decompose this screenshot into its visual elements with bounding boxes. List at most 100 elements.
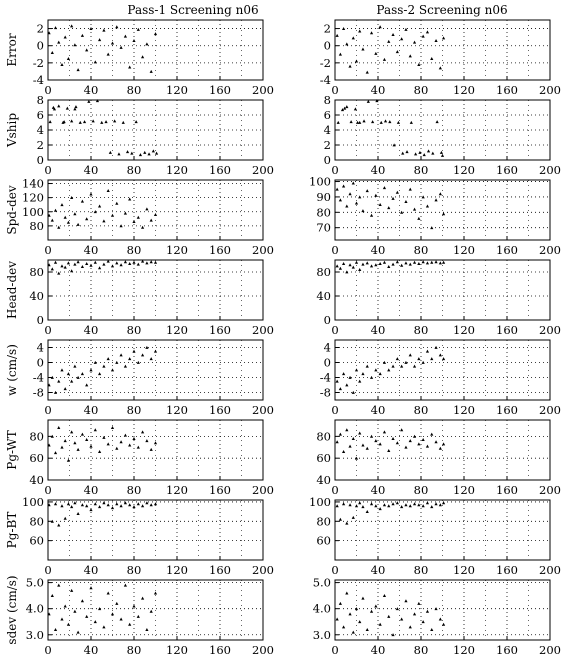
data-point xyxy=(431,151,435,155)
data-point xyxy=(400,37,404,41)
data-point xyxy=(102,435,106,439)
x-tick-label: 40 xyxy=(84,163,99,177)
data-point xyxy=(85,383,89,387)
data-point xyxy=(351,515,355,519)
data-point xyxy=(91,119,95,123)
y-axis-label: Vship xyxy=(5,113,19,148)
data-point xyxy=(369,434,374,438)
y-tick-label: 3.0 xyxy=(313,628,331,642)
data-point xyxy=(358,379,362,383)
data-point xyxy=(76,375,80,379)
y-tick-label: 60 xyxy=(316,451,331,465)
x-tick-label: 80 xyxy=(127,243,142,257)
data-point xyxy=(354,456,359,460)
data-point xyxy=(392,143,396,147)
panel-p2-sdev: 0 40 80 120 160 200 3.0 4.0 5.0 xyxy=(313,576,561,656)
data-point xyxy=(348,192,352,196)
plot-frame xyxy=(334,19,551,81)
data-point xyxy=(53,390,58,394)
data-point xyxy=(60,617,64,621)
y-tick-label: 120 xyxy=(22,191,44,205)
data-point xyxy=(128,357,132,361)
data-point xyxy=(119,224,123,228)
data-point xyxy=(57,426,61,430)
data-point xyxy=(335,504,339,508)
data-point xyxy=(417,442,421,446)
data-point xyxy=(102,501,106,505)
data-point xyxy=(74,105,78,109)
data-point xyxy=(66,502,71,506)
x-tick-label: 0 xyxy=(331,643,338,656)
data-point xyxy=(345,42,349,46)
data-point xyxy=(136,27,140,31)
data-point xyxy=(425,609,430,613)
data-point xyxy=(404,261,408,265)
x-tick-label: 120 xyxy=(166,243,188,257)
data-point xyxy=(73,107,77,111)
data-point xyxy=(412,612,417,616)
data-point xyxy=(80,503,84,507)
data-point xyxy=(417,601,421,605)
data-point xyxy=(395,190,399,194)
x-tick-label: 120 xyxy=(166,403,188,417)
y-axis-label: Pg-WT xyxy=(5,430,19,470)
data-point xyxy=(439,150,444,154)
y-tick-label: 60 xyxy=(29,534,44,548)
x-tick-label: 40 xyxy=(84,483,99,497)
data-point xyxy=(421,195,425,199)
data-point xyxy=(128,622,132,626)
x-tick-label: 160 xyxy=(209,323,231,337)
data-point xyxy=(85,614,89,618)
y-tick-label: 2 xyxy=(37,138,44,152)
data-point xyxy=(66,372,71,376)
data-point xyxy=(123,364,127,368)
x-tick-label: 0 xyxy=(44,243,51,257)
data-point xyxy=(119,504,123,508)
y-axis-label: Pg-BT xyxy=(5,512,19,549)
data-point xyxy=(343,106,347,110)
data-point xyxy=(73,609,77,613)
y-tick-label: 4 xyxy=(324,341,331,355)
data-point xyxy=(382,260,387,264)
data-point xyxy=(348,64,352,68)
data-point xyxy=(342,625,346,629)
y-tick-label: 40 xyxy=(316,473,331,487)
data-point xyxy=(153,260,158,264)
x-tick-label: 0 xyxy=(331,563,338,577)
data-point xyxy=(121,120,125,124)
data-point xyxy=(73,501,77,505)
data-point xyxy=(391,196,395,200)
x-tick-label: 160 xyxy=(496,483,518,497)
panel-p2-pgbt: 0 40 80 120 160 200 60 80 100 xyxy=(309,495,561,577)
x-tick-label: 160 xyxy=(209,563,231,577)
plot-frame xyxy=(334,339,551,401)
plot-frame xyxy=(334,259,551,321)
data-point xyxy=(358,268,362,271)
data-point xyxy=(145,345,149,349)
plot-frame xyxy=(47,259,264,321)
data-point xyxy=(50,434,54,438)
data-point xyxy=(338,52,342,56)
data-point xyxy=(123,260,127,264)
data-point xyxy=(82,120,87,124)
x-tick-label: 80 xyxy=(414,563,429,577)
data-point xyxy=(73,43,77,47)
y-tick-label: 60 xyxy=(316,534,331,548)
data-point xyxy=(369,375,374,379)
data-point xyxy=(66,220,71,224)
data-point xyxy=(53,627,58,631)
data-point xyxy=(335,187,339,191)
data-point xyxy=(358,29,362,33)
data-point xyxy=(378,372,382,376)
y-tick-label: 0 xyxy=(324,153,331,167)
data-point xyxy=(85,48,89,52)
data-point xyxy=(396,120,401,124)
data-point xyxy=(60,264,64,268)
data-point xyxy=(348,375,352,379)
data-point xyxy=(361,262,365,266)
data-point xyxy=(388,120,392,124)
data-point xyxy=(342,184,346,188)
x-tick-label: 0 xyxy=(44,563,51,577)
